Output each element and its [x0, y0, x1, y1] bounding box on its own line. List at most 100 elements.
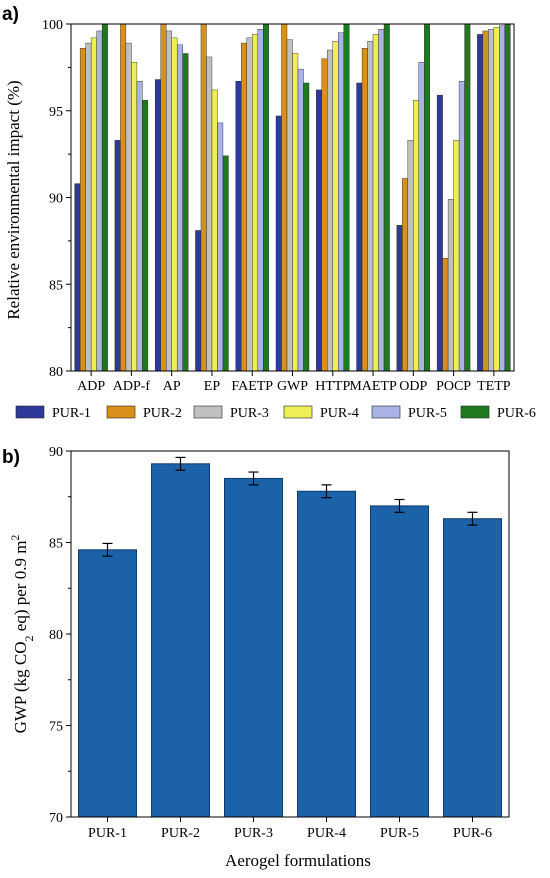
- panel-b-x-tick-label: PUR-5: [380, 826, 419, 841]
- panel-a-bar-adp-pur-6: [101, 23, 108, 372]
- panel-b-y-tick-label: 75: [49, 720, 63, 735]
- panel-a-bar-pocp-pur-3: [447, 199, 454, 372]
- panel-a-plot: 80 85 90 95 100 ADP ADP-f AP EP FAETP GWP HTTP MAETP…: [42, 18, 511, 394]
- panel-a-y-tick-label: 100: [42, 18, 63, 33]
- panel-a-bar-tetp-pur-6: [504, 23, 511, 372]
- panel-a-bar-maetp-pur-2: [361, 48, 368, 372]
- legend-label-pur-5: PUR-5: [408, 406, 447, 421]
- panel-a-bar-adp-f-pur-5: [136, 81, 143, 372]
- panel-a-bar-http-pur-3: [327, 49, 333, 372]
- panel-a-bar-adp-pur-5: [96, 30, 103, 372]
- legend-swatch-pur-4: [283, 405, 313, 419]
- panel-a-y-tick-label: 95: [49, 105, 63, 120]
- panel-a-y-tick-label: 80: [49, 365, 63, 380]
- panel-a-bar-tetp-pur-3: [488, 29, 495, 372]
- legend-label-pur-3: PUR-3: [230, 406, 269, 421]
- panel-b-x-tick-label: PUR-1: [88, 826, 127, 841]
- panel-a-bar-gwp-pur-5: [297, 68, 304, 372]
- panel-b-y-tick-label: 90: [49, 445, 63, 460]
- panel-a-bar-odp-pur-2: [402, 178, 409, 372]
- panel-b: b) 70 75 80 85 90 PUR-1 PUR-2 PUR-3 PUR-4 PUR-5 PU…: [2, 445, 510, 870]
- panel-a-bar-maetp-pur-3: [367, 41, 374, 372]
- panel-b-y-axis-title: GWP (kg CO2 eq) per 0.9 m2: [8, 535, 36, 734]
- panel-a-bar-ep-pur-5: [217, 122, 224, 372]
- panel-a-x-tick-label: ODP: [399, 379, 427, 394]
- panel-b-bar-pur-4: [297, 490, 356, 818]
- panel-a-bar-gwp-pur-6: [303, 82, 310, 372]
- legend-swatch-pur-5: [371, 405, 401, 419]
- panel-a-x-tick-label: EP: [204, 379, 221, 394]
- panel-a-bar-tetp-pur-1: [477, 34, 484, 372]
- panel-b-plot: 70 75 80 85 90 PUR-1 PUR-2 PUR-3 PUR-4 PUR-5 PUR-6: [49, 445, 502, 841]
- panel-a-y-tick-label: 85: [49, 278, 63, 293]
- panel-a-x-tick-label: MAETP: [349, 379, 397, 394]
- panel-a-bar-adp-f-pur-6: [142, 100, 149, 372]
- panel-a: a) 80 85 90 95 100 ADP ADP-f AP EP FAETP GWP HTTP MA…: [2, 4, 536, 421]
- panel-a-bar-faetp-pur-3: [246, 37, 253, 372]
- panel-a-x-tick-label: AP: [163, 379, 181, 394]
- panel-a-bar-pocp-pur-6: [464, 23, 471, 372]
- panel-a-x-tick-label: HTTP: [315, 379, 350, 394]
- panel-b-x-axis-title: Aerogel formulations: [225, 851, 371, 870]
- panel-b-x-tick-label: PUR-3: [234, 826, 273, 841]
- panel-a-bar-tetp-pur-2: [482, 30, 489, 372]
- panel-a-bar-pocp-pur-5: [458, 81, 465, 372]
- panel-a-bar-adp-pur-1: [74, 183, 81, 372]
- panel-a-bar-maetp-pur-1: [356, 82, 363, 372]
- panel-a-bar-tetp-pur-4: [493, 27, 500, 372]
- panel-a-frame: [70, 23, 515, 372]
- panel-a-x-tick-label: FAETP: [231, 379, 273, 394]
- panel-a-bar-gwp-pur-2: [281, 23, 288, 372]
- legend-label-pur-4: PUR-4: [320, 406, 359, 421]
- panel-a-bar-maetp-pur-5: [378, 29, 385, 372]
- panel-a-bar-faetp-pur-2: [241, 42, 247, 372]
- panel-b-label: b): [2, 447, 20, 468]
- panel-a-bar-ap-pur-6: [182, 53, 189, 372]
- panel-a-bar-tetp-pur-5: [499, 25, 506, 372]
- panel-a-bar-adp-f-pur-3: [125, 42, 132, 372]
- panel-b-bar-pur-5: [370, 505, 429, 818]
- panel-a-bar-http-pur-2: [321, 58, 328, 372]
- panel-b-frame: [70, 450, 510, 818]
- panel-b-x-tick-label: PUR-2: [161, 826, 200, 841]
- panel-b-y-tick-label: 85: [49, 537, 63, 552]
- panel-a-bar-http-pur-6: [343, 23, 350, 372]
- legend-label-pur-6: PUR-6: [497, 406, 536, 421]
- panel-a-x-tick-label: ADP-f: [113, 379, 151, 394]
- panel-b-y-tick-label: 80: [49, 628, 63, 643]
- panel-a-bar-faetp-pur-4: [252, 34, 258, 372]
- panel-a-bar-http-pur-1: [316, 89, 322, 372]
- panel-a-bar-ap-pur-1: [154, 79, 161, 372]
- panel-a-label: a): [2, 4, 19, 25]
- legend-label-pur-1: PUR-1: [52, 406, 91, 421]
- panel-a-bar-faetp-pur-1: [235, 81, 242, 372]
- panel-b-y-axis-title-sup: 2: [8, 535, 22, 541]
- panel-a-bar-adp-pur-3: [85, 42, 92, 372]
- panel-b-bar-pur-1: [78, 549, 137, 818]
- panel-a-bar-ap-pur-4: [171, 37, 178, 372]
- legend-swatch-pur-6: [460, 405, 490, 419]
- panel-a-bar-ep-pur-4: [211, 89, 218, 372]
- panel-a-bar-adp-f-pur-2: [120, 23, 127, 372]
- panel-a-bar-http-pur-4: [332, 41, 339, 372]
- legend-swatch-pur-3: [193, 405, 223, 419]
- panel-b-bar-pur-3: [224, 477, 283, 818]
- panel-a-legend: PUR-1 PUR-2 PUR-3 PUR-4 PUR-5 PUR-6: [15, 405, 536, 421]
- panel-b-y-axis-title-part-2: eq) per 0.9 m: [11, 541, 30, 636]
- panel-a-y-axis-title: Relative environmental impact (%): [4, 80, 23, 319]
- panel-a-bar-odp-pur-1: [396, 225, 403, 372]
- panel-a-x-tick-label: ADP: [77, 379, 105, 394]
- panel-a-bar-ep-pur-3: [206, 56, 213, 372]
- panel-a-bar-adp-f-pur-4: [131, 61, 138, 372]
- panel-b-y-axis-title-part-1: GWP (kg CO: [11, 641, 30, 733]
- panel-a-x-tick-label: POCP: [436, 379, 471, 394]
- panel-a-bar-adp-pur-2: [79, 48, 86, 372]
- panel-a-bar-ap-pur-2: [160, 23, 167, 372]
- panel-b-bar-pur-2: [151, 463, 210, 818]
- panel-a-bar-http-pur-5: [338, 32, 344, 372]
- panel-a-bar-gwp-pur-3: [286, 39, 293, 372]
- panel-a-bar-ap-pur-5: [176, 44, 183, 372]
- panel-a-bar-ep-pur-6: [222, 155, 229, 372]
- panel-a-bar-pocp-pur-1: [436, 94, 443, 372]
